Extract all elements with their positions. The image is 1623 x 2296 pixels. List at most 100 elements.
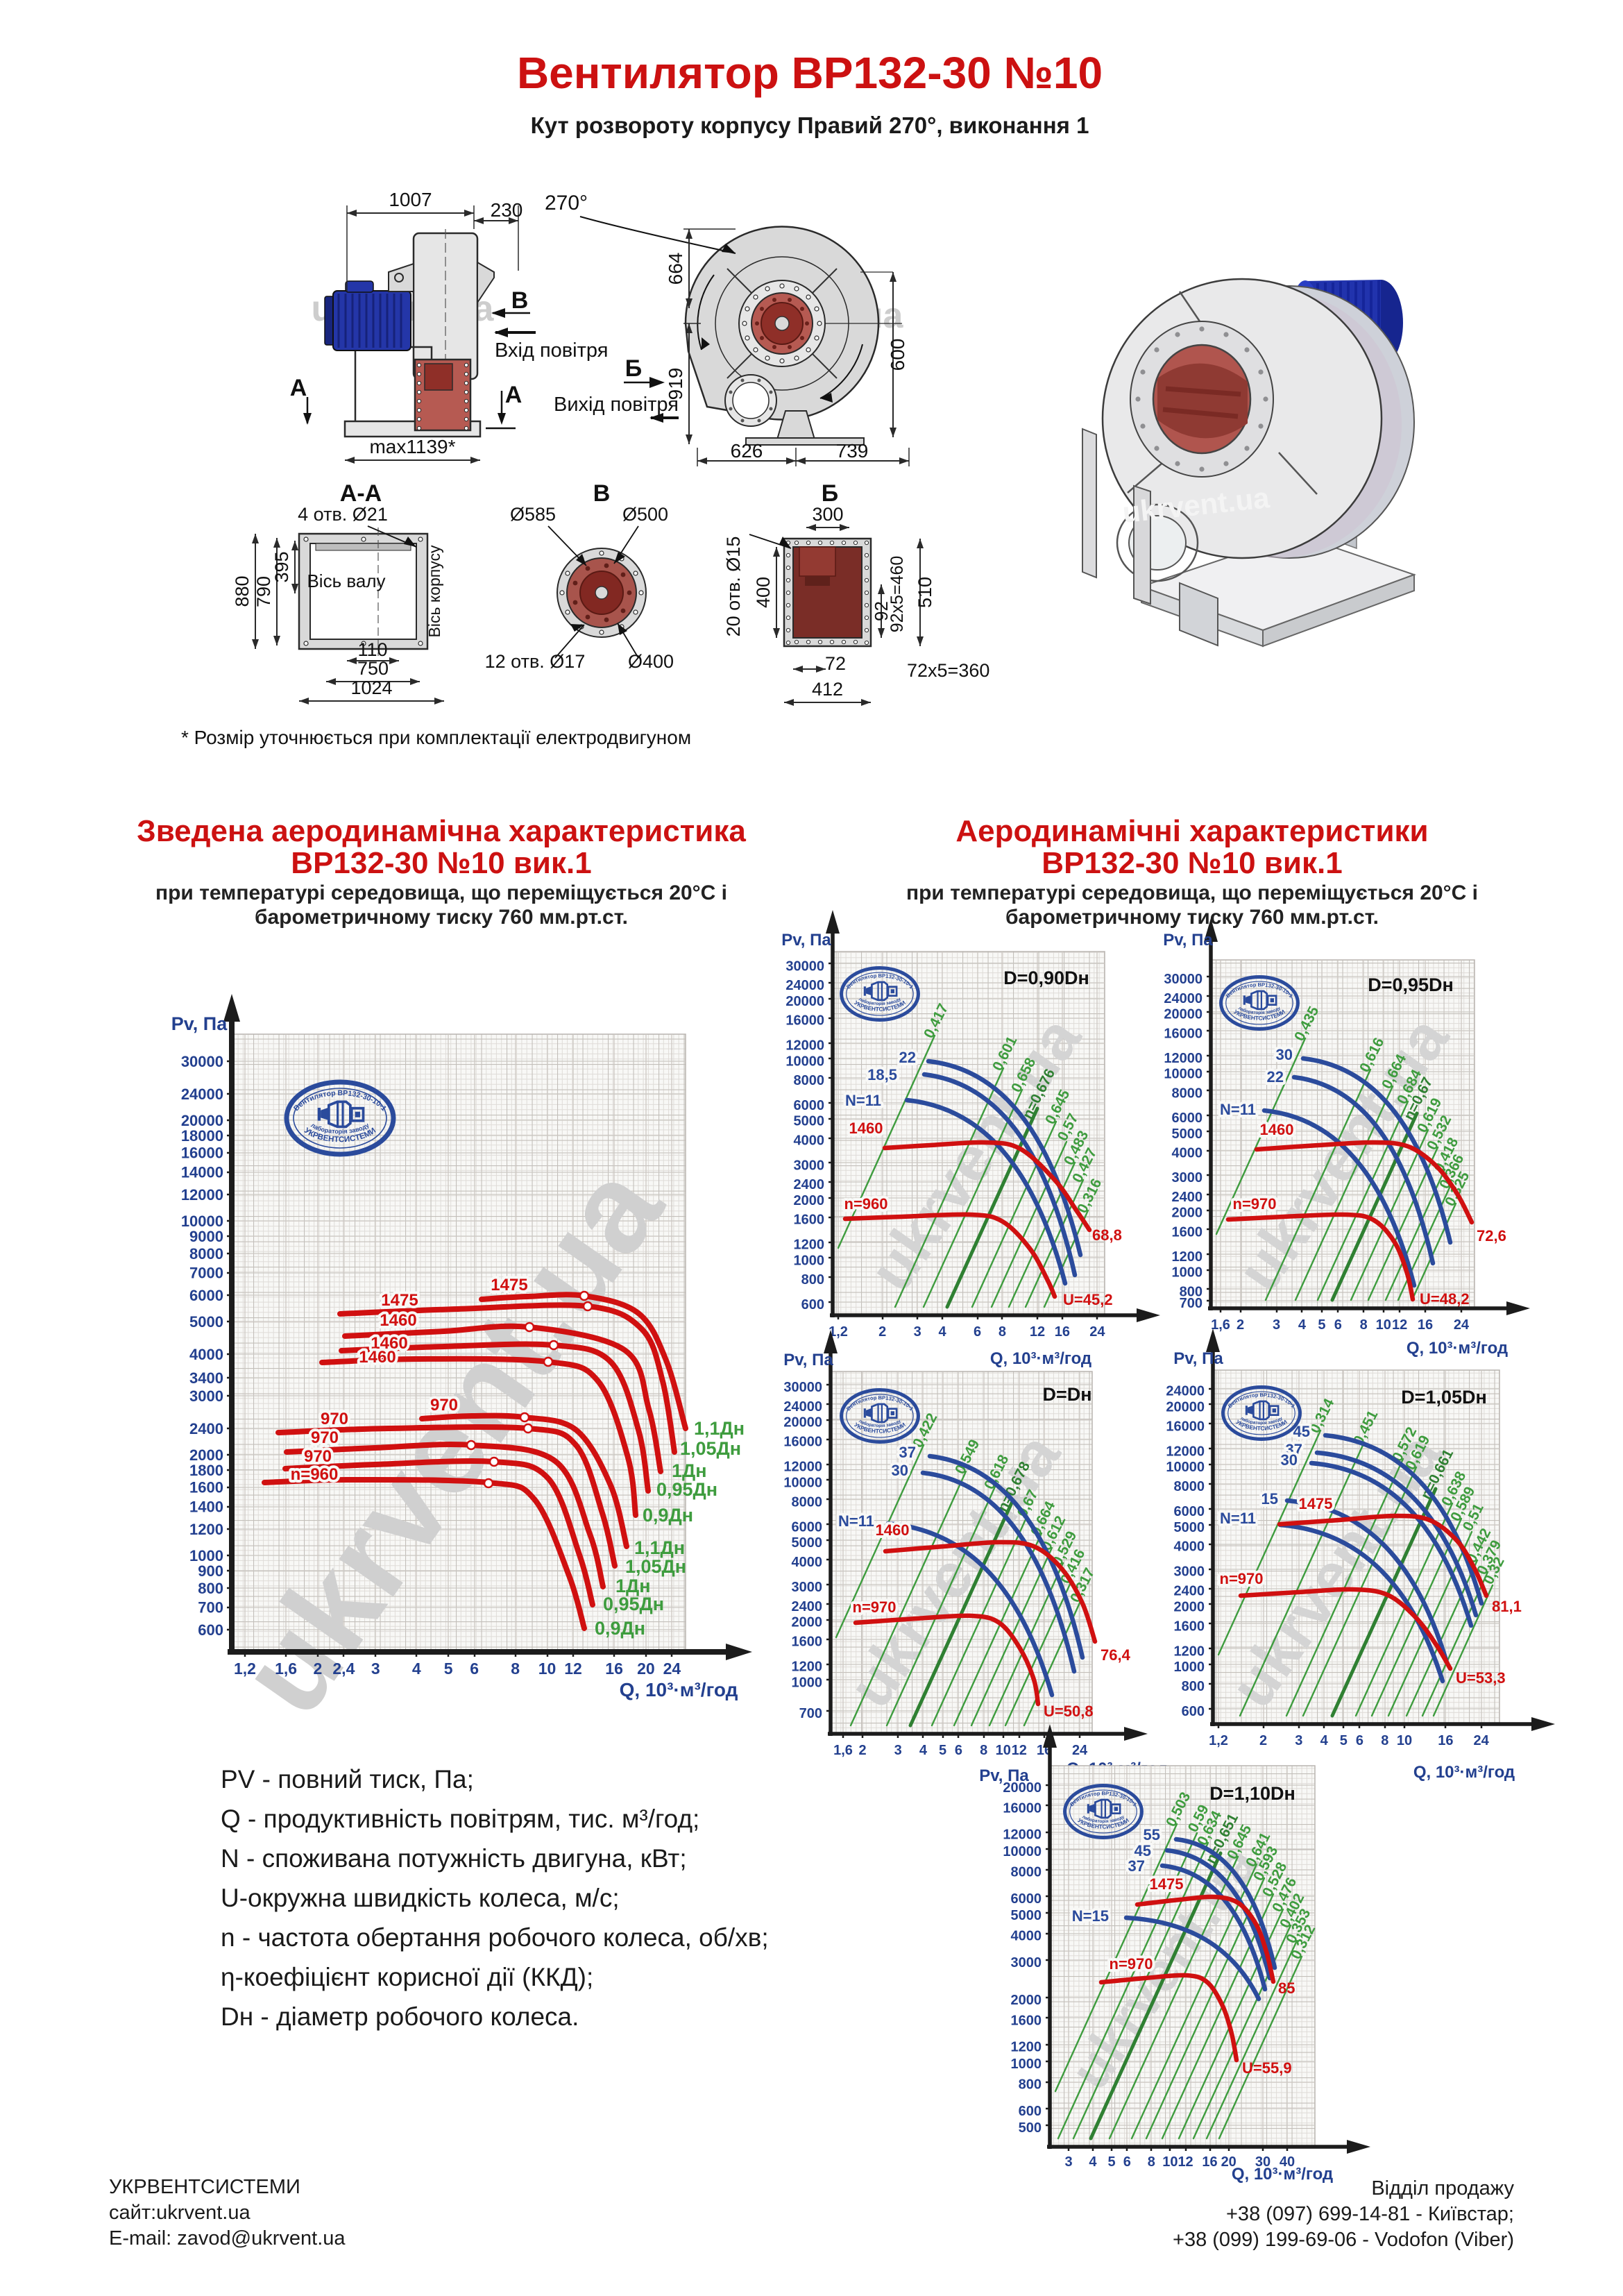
svg-text:4000: 4000 (1174, 1539, 1205, 1555)
svg-text:1,1Дн: 1,1Дн (694, 1418, 745, 1439)
svg-text:30: 30 (1281, 1451, 1298, 1469)
svg-text:12: 12 (1012, 1743, 1027, 1758)
svg-text:n=960: n=960 (291, 1465, 339, 1484)
svg-text:600: 600 (1019, 2104, 1042, 2119)
svg-text:n=960: n=960 (844, 1195, 888, 1213)
svg-text:1000: 1000 (189, 1547, 223, 1564)
svg-text:1800: 1800 (189, 1462, 223, 1479)
svg-text:0,95Дн: 0,95Дн (656, 1479, 717, 1500)
svg-text:n=970: n=970 (1110, 1955, 1153, 1973)
svg-text:N=11: N=11 (1220, 1101, 1256, 1118)
svg-text:20000: 20000 (785, 994, 824, 1009)
svg-text:4000: 4000 (189, 1346, 223, 1363)
svg-text:1,6: 1,6 (833, 1743, 853, 1758)
svg-text:n - частота обертання робочого: n - частота обертання робочого колеса, о… (221, 1923, 769, 1952)
svg-text:8: 8 (980, 1743, 987, 1758)
svg-text:700: 700 (198, 1599, 223, 1617)
svg-text:n=970: n=970 (853, 1598, 897, 1616)
svg-text:1200: 1200 (792, 1660, 823, 1675)
svg-text:8: 8 (999, 1324, 1006, 1340)
svg-text:Q, 10³·м³/год: Q, 10³·м³/год (990, 1349, 1091, 1368)
svg-text:Б: Б (625, 355, 642, 382)
svg-text:12000: 12000 (783, 1460, 822, 1475)
svg-text:5: 5 (939, 1743, 946, 1758)
svg-text:20000: 20000 (1164, 1007, 1203, 1022)
svg-text:Зведена аеродинамічна характер: Зведена аеродинамічна характеристика (137, 814, 746, 848)
svg-text:3000: 3000 (794, 1158, 825, 1173)
svg-text:n=970: n=970 (1220, 1570, 1264, 1587)
svg-text:2: 2 (1259, 1733, 1267, 1748)
svg-text:3400: 3400 (189, 1369, 223, 1387)
svg-text:10: 10 (1376, 1317, 1391, 1333)
svg-text:24000: 24000 (783, 1399, 822, 1415)
svg-text:10000: 10000 (1166, 1460, 1205, 1475)
svg-text:30000: 30000 (1164, 972, 1203, 987)
svg-text:3: 3 (371, 1660, 380, 1678)
svg-text:800: 800 (1180, 1284, 1203, 1299)
svg-text:12000: 12000 (785, 1038, 824, 1054)
svg-text:1475: 1475 (491, 1276, 527, 1294)
svg-text:37: 37 (899, 1444, 916, 1461)
svg-text:0,9Дн: 0,9Дн (595, 1618, 645, 1639)
svg-text:10: 10 (996, 1743, 1011, 1758)
svg-text:12000: 12000 (1164, 1051, 1203, 1066)
svg-text:2400: 2400 (1174, 1584, 1205, 1599)
svg-text:2400: 2400 (1172, 1190, 1203, 1205)
svg-text:10: 10 (538, 1660, 556, 1678)
svg-text:700: 700 (799, 1706, 822, 1721)
svg-text:1460: 1460 (876, 1521, 910, 1539)
svg-text:2400: 2400 (189, 1420, 223, 1437)
svg-text:Pv, Па: Pv, Па (979, 1766, 1029, 1785)
svg-text:5000: 5000 (792, 1535, 823, 1551)
svg-text:сайт:ukrvent.ua: сайт:ukrvent.ua (109, 2202, 250, 2224)
svg-text:800: 800 (801, 1272, 824, 1288)
svg-text:72,6: 72,6 (1477, 1227, 1506, 1244)
svg-text:D=1,05Dн: D=1,05Dн (1401, 1387, 1487, 1408)
svg-text:880: 880 (232, 575, 253, 607)
svg-text:1Дн: 1Дн (615, 1576, 651, 1596)
svg-text:6: 6 (974, 1324, 981, 1340)
svg-text:16000: 16000 (1166, 1419, 1205, 1434)
svg-text:6: 6 (1356, 1733, 1363, 1748)
svg-text:72: 72 (825, 653, 846, 674)
svg-text:2000: 2000 (1172, 1206, 1203, 1221)
svg-text:1600: 1600 (792, 1635, 823, 1650)
svg-text:45: 45 (1135, 1842, 1151, 1859)
svg-text:55: 55 (1144, 1826, 1160, 1843)
svg-text:3: 3 (1273, 1317, 1280, 1333)
svg-text:230: 230 (491, 199, 523, 221)
svg-text:1200: 1200 (189, 1521, 223, 1538)
svg-text:2000: 2000 (1174, 1599, 1205, 1614)
svg-text:6000: 6000 (1172, 1111, 1203, 1126)
svg-text:12: 12 (1030, 1324, 1045, 1340)
svg-text:626: 626 (731, 440, 763, 462)
svg-text:1600: 1600 (1011, 2013, 1042, 2028)
svg-text:24: 24 (1072, 1743, 1088, 1758)
svg-text:412: 412 (812, 679, 843, 700)
svg-text:30000: 30000 (181, 1053, 223, 1070)
svg-text:20000: 20000 (783, 1415, 822, 1430)
svg-text:U-окружна швидкість колеса, м/: U-окружна швидкість колеса, м/с; (221, 1884, 620, 1912)
svg-text:24000: 24000 (181, 1086, 223, 1103)
svg-text:800: 800 (198, 1580, 223, 1597)
svg-text:600: 600 (887, 339, 908, 371)
svg-text:0,9Дн: 0,9Дн (643, 1505, 693, 1526)
svg-text:5: 5 (1108, 2154, 1116, 2170)
svg-text:600: 600 (801, 1297, 824, 1312)
svg-text:В: В (593, 480, 611, 507)
svg-text:8: 8 (1148, 2154, 1155, 2170)
svg-text:12 отв. Ø17: 12 отв. Ø17 (485, 651, 586, 672)
svg-text:1000: 1000 (1011, 2057, 1042, 2072)
svg-text:37: 37 (1128, 1857, 1145, 1875)
svg-text:барометричному тиску 760 мм.рт: барометричному тиску 760 мм.рт.ст. (255, 906, 628, 929)
svg-text:2000: 2000 (189, 1446, 223, 1464)
svg-text:20000: 20000 (1003, 1780, 1042, 1796)
svg-text:22: 22 (899, 1049, 916, 1066)
svg-text:1,2: 1,2 (829, 1324, 848, 1340)
svg-text:10000: 10000 (181, 1213, 223, 1230)
svg-text:4 отв. Ø21: 4 отв. Ø21 (298, 504, 388, 525)
svg-text:970: 970 (430, 1396, 458, 1415)
svg-text:5000: 5000 (1174, 1520, 1205, 1535)
svg-text:395: 395 (271, 551, 292, 582)
svg-text:2000: 2000 (794, 1193, 825, 1208)
